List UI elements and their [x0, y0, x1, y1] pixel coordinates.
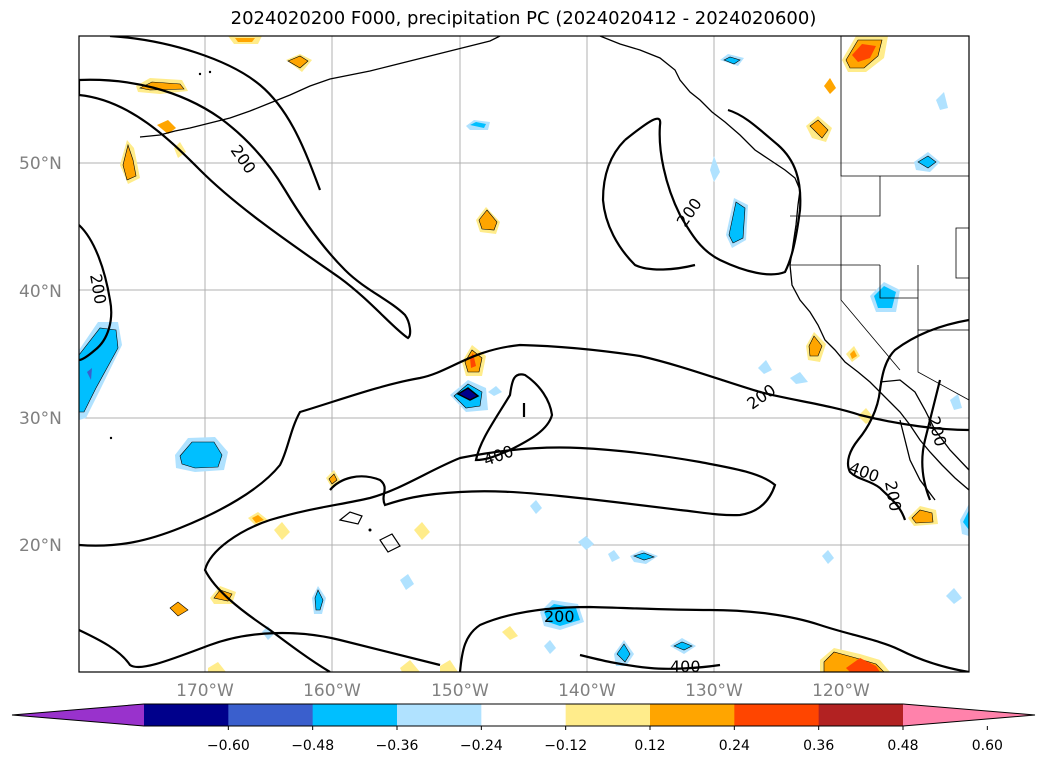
- colorbar-bin: [397, 704, 482, 726]
- lat-label-30n: 30°N: [19, 409, 62, 429]
- coastlines: [139, 36, 969, 501]
- colorbar-tick-label: 0.60: [972, 738, 1003, 754]
- colorbar-bin: [565, 704, 651, 726]
- colorbar-tick-label: 0.12: [634, 738, 665, 754]
- colorbar-extend-high: [903, 704, 1035, 726]
- lat-label-40n: 40°N: [19, 282, 62, 302]
- colorbar-bin: [481, 704, 567, 726]
- contour-label: 400: [670, 657, 701, 676]
- colorbar-tick-label: −0.48: [291, 738, 334, 754]
- lon-label-130w: 130°W: [685, 681, 743, 701]
- colorbar-bin: [734, 704, 820, 726]
- map-frame: [78, 35, 970, 673]
- lat-label-50n: 50°N: [19, 154, 62, 174]
- longitude-labels: 170°W 160°W 150°W 140°W 130°W 120°W: [176, 681, 870, 701]
- colorbar-bin: [228, 704, 314, 726]
- colorbar-extend-low: [12, 704, 144, 726]
- state-borders: [790, 36, 969, 401]
- colorbar: −0.60 −0.48 −0.36 −0.24 −0.12 0.12 0.24 0.36 0.4…: [11, 703, 1036, 754]
- colorbar-bin: [818, 704, 904, 726]
- colorbar-bin: [144, 704, 229, 726]
- colorbar-tick-label: −0.24: [460, 738, 503, 754]
- lon-label-160w: 160°W: [303, 681, 361, 701]
- map-title: 2024020200 F000, precipitation PC (20240…: [230, 8, 817, 29]
- colorbar-tick-label: −0.60: [207, 738, 250, 754]
- colorbar-bin: [312, 704, 398, 726]
- lon-label-150w: 150°W: [431, 681, 489, 701]
- lon-label-140w: 140°W: [558, 681, 616, 701]
- colorbar-tick-label: 0.48: [887, 738, 918, 754]
- map-background: [79, 36, 969, 672]
- colorbar-tick-label: 0.24: [719, 738, 750, 754]
- contour-lines: [79, 36, 969, 672]
- colorbar-bin: [650, 704, 735, 726]
- islands: [109, 70, 401, 553]
- colorbar-tick-label: 0.36: [803, 738, 834, 754]
- lat-label-20n: 20°N: [19, 536, 62, 556]
- lon-label-120w: 120°W: [812, 681, 870, 701]
- colorbar-tick-label: −0.12: [544, 738, 587, 754]
- colorbar-tick-label: −0.36: [376, 738, 419, 754]
- graticule: [79, 36, 969, 672]
- precip-anomaly-shading: [79, 36, 969, 672]
- lon-label-170w: 170°W: [176, 681, 234, 701]
- contour-label: 200: [544, 607, 575, 626]
- colorbar-outline: [11, 703, 1036, 727]
- latitude-labels: 50°N 40°N 30°N 20°N: [19, 154, 62, 556]
